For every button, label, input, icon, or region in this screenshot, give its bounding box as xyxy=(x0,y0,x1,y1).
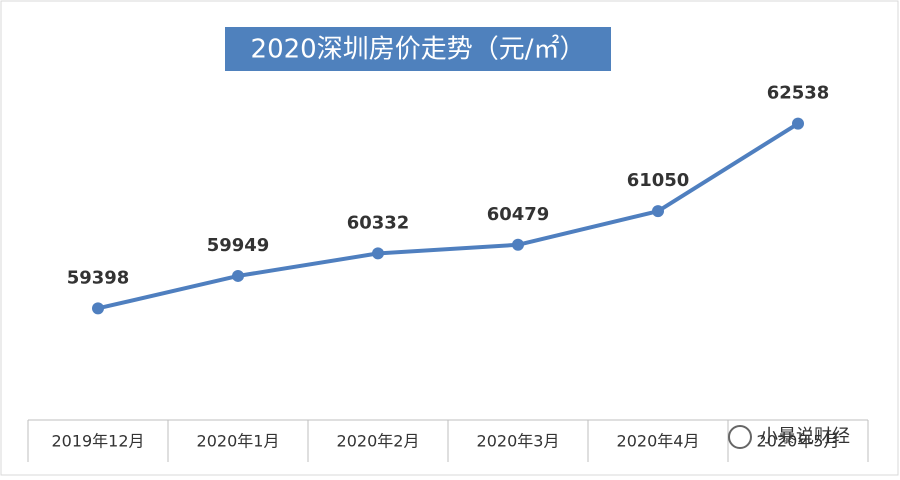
data-label: 60479 xyxy=(487,204,550,225)
x-tick-label: 2020年3月 xyxy=(477,432,560,451)
x-tick-label: 2020年5月 xyxy=(757,432,840,451)
data-label: 59398 xyxy=(67,267,130,288)
point xyxy=(512,238,524,251)
title-box xyxy=(225,27,611,71)
point xyxy=(652,205,664,218)
watermark-icon xyxy=(728,425,752,449)
point xyxy=(232,269,244,282)
watermark-text: 小暴说财经 xyxy=(760,426,850,447)
x-tick-label: 2019年12月 xyxy=(51,432,144,451)
x-tick-label: 2020年2月 xyxy=(337,432,420,451)
data-label: 59949 xyxy=(207,235,270,256)
x-tick-label: 2020年1月 xyxy=(197,432,280,451)
point xyxy=(792,117,804,130)
line xyxy=(97,121,800,311)
point xyxy=(372,247,384,260)
watermark: 小暴说财经 xyxy=(728,425,850,449)
data-label: 62538 xyxy=(767,83,830,104)
x-tick-label: 2020年4月 xyxy=(617,432,700,451)
data-label: 60332 xyxy=(347,212,410,233)
chart-title: 2020深圳房价走势（元/㎡） xyxy=(251,35,586,65)
point xyxy=(92,302,104,315)
data-label: 61050 xyxy=(627,170,690,191)
